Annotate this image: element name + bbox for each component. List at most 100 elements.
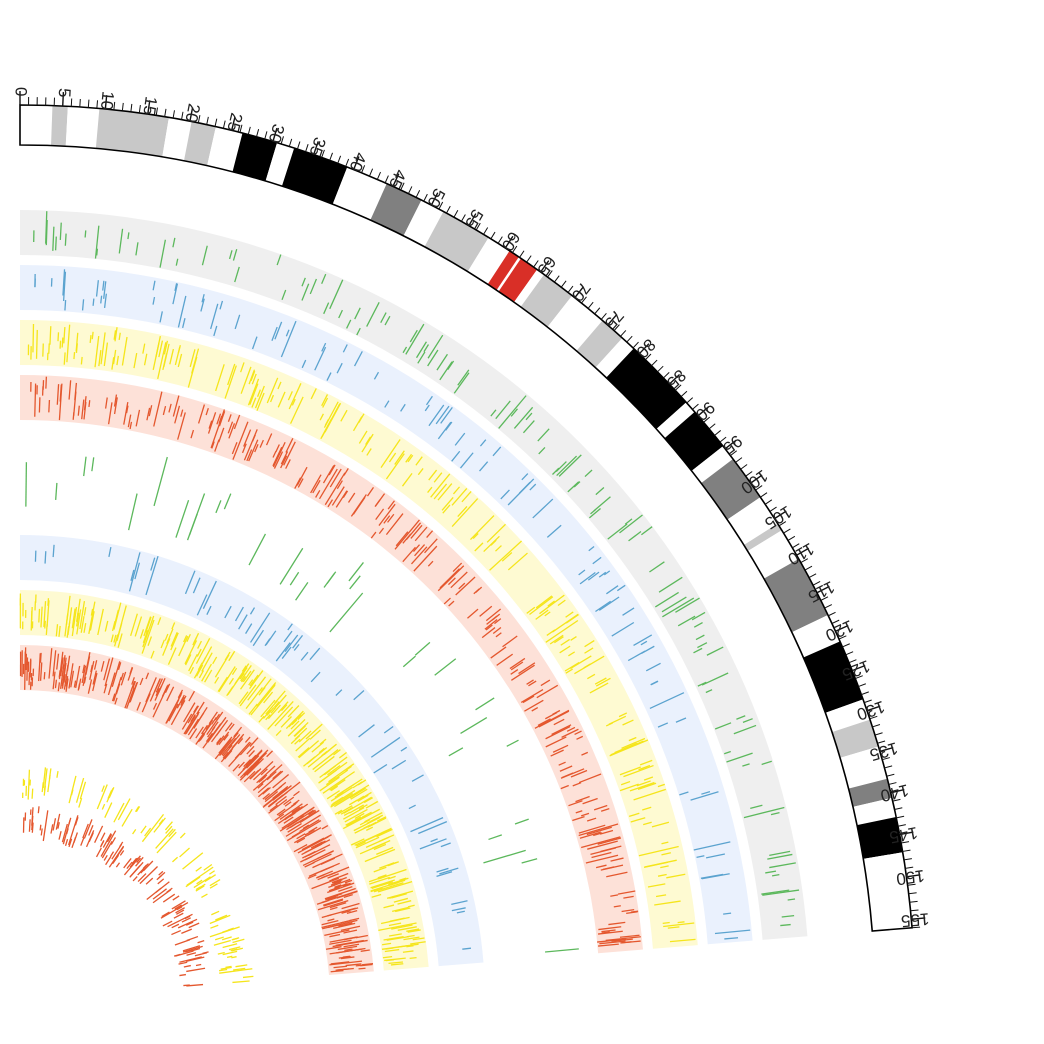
feature-mark (475, 697, 495, 711)
feature-mark (479, 461, 489, 472)
track-gray-band (20, 210, 808, 940)
feature-mark (572, 815, 585, 822)
feature-mark (658, 576, 683, 593)
feature-mark (293, 643, 300, 651)
feature-mark (170, 700, 186, 726)
feature-mark (357, 794, 369, 802)
feature-mark (232, 763, 240, 772)
chromosome-ideogram (19, 104, 913, 932)
feature-mark (209, 914, 231, 925)
feature-mark (50, 824, 54, 834)
feature-mark (553, 718, 565, 726)
minor-tick (384, 175, 389, 184)
ideogram-band-31 (791, 614, 841, 658)
feature-mark (267, 700, 294, 730)
feature-mark (318, 468, 338, 500)
feature-mark (100, 660, 105, 672)
minor-tick (130, 103, 133, 112)
feature-mark (273, 785, 283, 793)
feature-mark (521, 858, 538, 864)
feature-mark (141, 813, 165, 843)
feature-mark (100, 830, 117, 857)
track-background (20, 375, 643, 954)
feature-mark (113, 634, 117, 643)
feature-mark (27, 769, 31, 800)
feature-mark (196, 594, 208, 616)
feature-mark (383, 936, 404, 941)
feature-mark (227, 736, 243, 754)
feature-mark (330, 792, 353, 808)
feature-mark (100, 332, 106, 365)
major-tick (353, 156, 360, 170)
feature-mark (142, 860, 154, 872)
feature-mark (575, 810, 583, 814)
feature-mark (240, 665, 252, 682)
feature-mark (377, 880, 413, 893)
feature-mark (256, 682, 277, 707)
major-tick (231, 116, 236, 131)
feature-mark (358, 967, 366, 970)
feature-mark (113, 802, 125, 823)
feature-mark (391, 759, 407, 770)
feature-mark (383, 904, 395, 909)
minor-tick (896, 815, 905, 819)
feature-mark (239, 771, 250, 781)
feature-mark (216, 413, 222, 425)
feature-mark (260, 774, 272, 785)
feature-mark (201, 724, 208, 735)
feature-mark (762, 889, 800, 896)
track-inner-mixed-1 (22, 767, 254, 984)
feature-mark (498, 395, 527, 429)
feature-mark (160, 639, 165, 649)
feature-mark (107, 790, 113, 799)
feature-mark (184, 570, 196, 595)
feature-mark (326, 372, 332, 381)
feature-mark (197, 939, 205, 944)
feature-mark (68, 838, 73, 848)
minor-tick (197, 115, 201, 124)
feature-mark (63, 664, 69, 690)
feature-mark (61, 337, 64, 348)
feature-mark (83, 607, 87, 616)
feature-mark (263, 790, 284, 807)
feature-mark (52, 226, 55, 251)
feature-mark (139, 866, 158, 885)
feature-mark (119, 850, 125, 856)
feature-mark (111, 620, 116, 632)
tick-label: 10 (97, 90, 118, 111)
ideogram-band-22 (606, 348, 687, 430)
feature-mark (104, 657, 114, 687)
feature-mark (143, 616, 152, 637)
feature-mark (43, 601, 47, 627)
feature-mark (296, 837, 306, 844)
feature-mark (137, 873, 147, 882)
feature-mark (627, 650, 646, 662)
feature-mark (705, 853, 726, 859)
feature-mark (161, 685, 169, 697)
feature-mark (215, 914, 228, 921)
feature-mark (357, 779, 367, 786)
ideogram-band-11 (370, 183, 422, 236)
feature-mark (384, 948, 400, 953)
feature-mark (266, 377, 279, 404)
feature-mark (454, 432, 466, 446)
feature-mark (696, 855, 705, 858)
feature-mark (48, 399, 51, 413)
feature-mark (448, 600, 455, 607)
feature-mark (327, 882, 355, 894)
feature-mark (363, 828, 391, 842)
feature-mark (274, 706, 294, 727)
feature-mark (321, 914, 332, 919)
feature-mark (384, 400, 390, 408)
feature-mark (285, 329, 290, 337)
tick-label: 0 (12, 87, 31, 96)
feature-mark (223, 493, 232, 510)
minor-tick (79, 98, 81, 108)
feature-mark (287, 623, 293, 631)
feature-mark (61, 823, 68, 843)
feature-mark (191, 947, 201, 952)
minor-tick (902, 849, 911, 852)
feature-mark (206, 605, 212, 615)
feature-mark (440, 842, 451, 848)
feature-mark (238, 670, 246, 680)
